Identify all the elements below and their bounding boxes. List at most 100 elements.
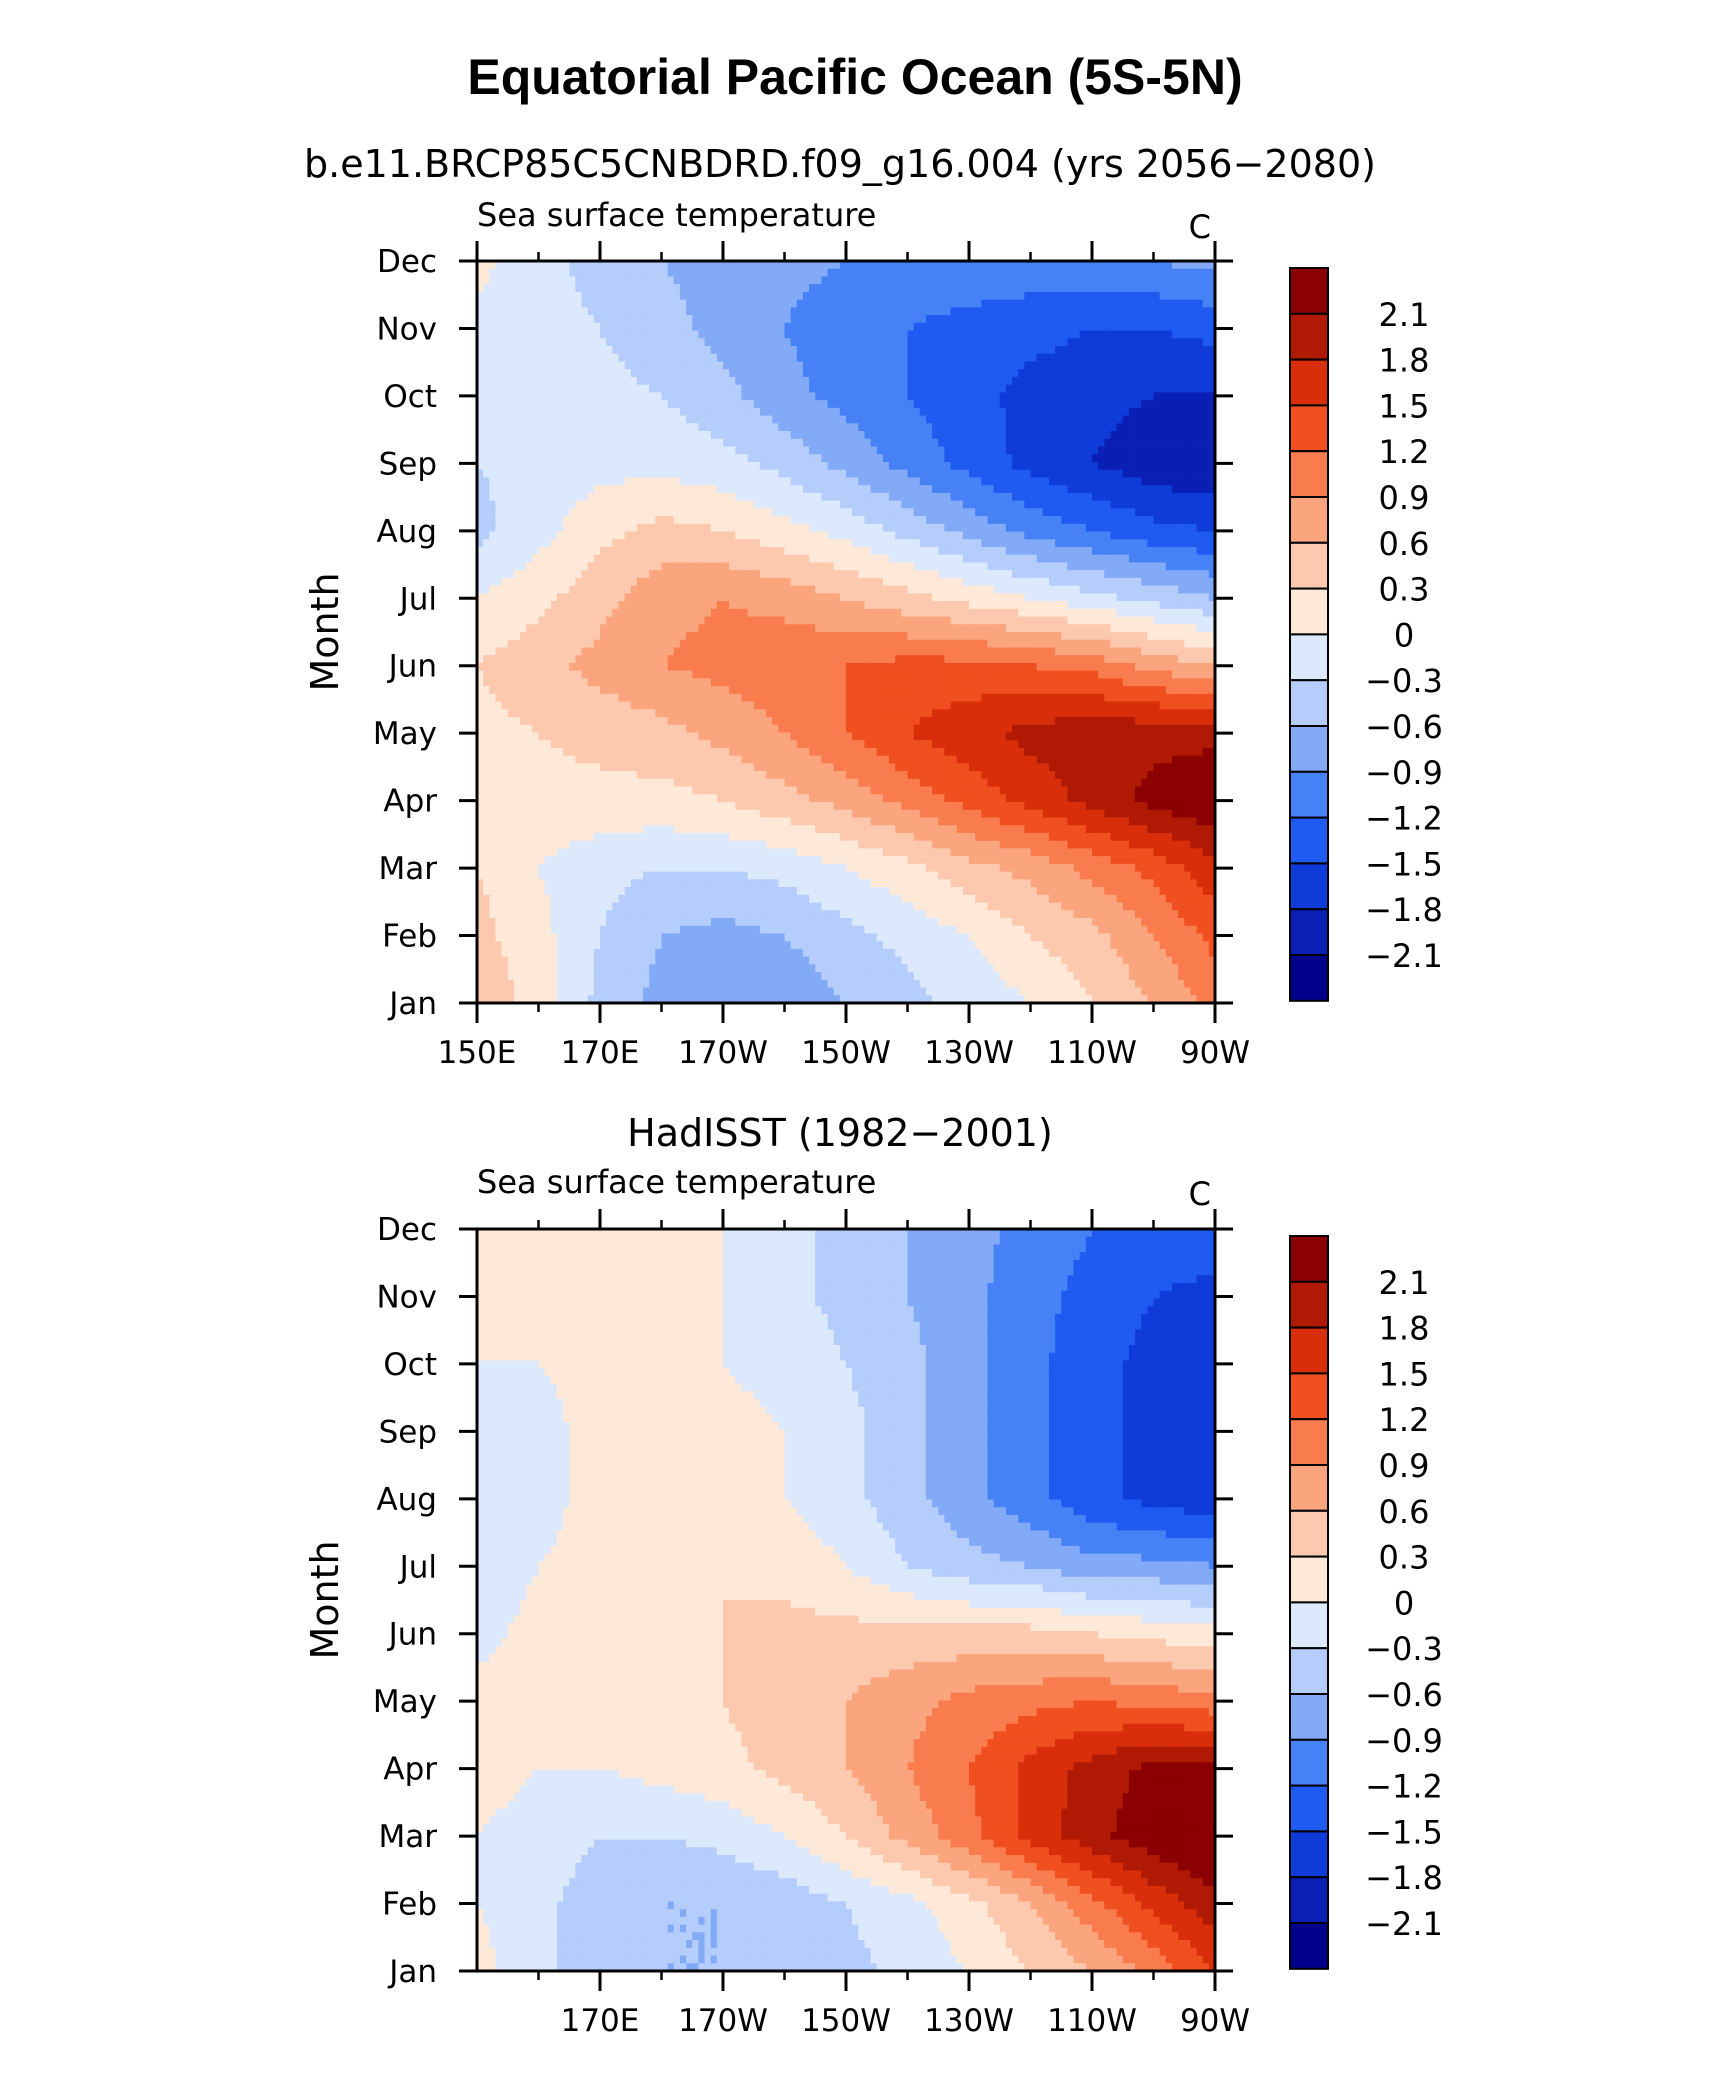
contour-cell <box>870 353 878 363</box>
contour-cell <box>944 570 952 579</box>
contour-cell <box>1159 454 1167 463</box>
contour-cell <box>606 330 613 339</box>
contour-cell <box>477 322 484 332</box>
contour-cell <box>772 415 779 424</box>
contour-cell <box>1159 508 1167 517</box>
contour-cell <box>483 461 490 471</box>
contour-cell <box>532 346 540 355</box>
contour-cell <box>1190 423 1198 432</box>
contour-cell <box>679 423 687 432</box>
contour-cell <box>944 431 952 440</box>
contour-cell <box>544 500 552 509</box>
contour-cell <box>784 276 792 285</box>
contour-cell <box>772 322 779 332</box>
contour-cell <box>778 369 786 378</box>
contour-cell <box>907 299 915 308</box>
contour-cell <box>581 338 589 347</box>
contour-cell <box>612 477 620 486</box>
contour-cell <box>987 523 995 533</box>
contour-cell <box>716 570 724 579</box>
contour-cell <box>852 315 859 324</box>
contour-cell <box>1005 531 1013 540</box>
contour-cell <box>587 477 595 486</box>
contour-cell <box>1208 446 1216 455</box>
contour-cell <box>870 492 878 502</box>
contour-cell <box>1073 461 1081 471</box>
contour-cell <box>759 570 767 579</box>
contour-cell <box>907 492 915 502</box>
contour-cell <box>587 369 595 378</box>
contour-cell <box>1135 523 1142 533</box>
contour-cell <box>643 446 650 455</box>
contour-cell <box>600 315 607 324</box>
contour-cell <box>919 284 927 293</box>
contour-cell <box>975 562 982 571</box>
contour-cell <box>723 531 730 540</box>
contour-cell <box>581 577 589 587</box>
contour-cell <box>606 577 613 587</box>
contour-cell <box>895 384 902 393</box>
contour-cell <box>1208 539 1216 548</box>
contour-cell <box>839 315 847 324</box>
contour-cell <box>846 268 853 278</box>
contour-cell <box>716 423 724 432</box>
contour-cell <box>729 376 736 386</box>
contour-cell <box>987 353 995 363</box>
contour-cell <box>544 268 552 278</box>
contour-cell <box>821 423 829 432</box>
contour-cell <box>802 431 810 440</box>
contour-cell <box>901 477 909 486</box>
contour-cell <box>735 469 743 479</box>
contour-cell <box>839 562 847 571</box>
contour-cell <box>993 531 1001 540</box>
contour-cell <box>1005 384 1013 393</box>
contour-cell <box>741 338 749 347</box>
contour-cell <box>778 570 786 579</box>
contour-cell <box>999 261 1007 270</box>
contour-cell <box>587 338 595 347</box>
contour-cell <box>1128 284 1136 293</box>
contour-cell <box>944 539 952 548</box>
contour-cell <box>1012 384 1019 393</box>
contour-cell <box>655 384 663 393</box>
contour-cell <box>643 369 650 378</box>
contour-cell <box>809 384 816 393</box>
contour-cell <box>741 291 749 301</box>
contour-cell <box>513 268 521 278</box>
contour-cell <box>606 516 613 525</box>
contour-cell <box>698 299 706 308</box>
contour-cell <box>1122 299 1130 308</box>
contour-cell <box>550 338 558 347</box>
contour-cell <box>766 523 773 533</box>
contour-cell <box>692 485 699 494</box>
contour-cell <box>1079 407 1087 417</box>
contour-cell <box>1085 438 1093 448</box>
contour-cell <box>729 353 736 363</box>
contour-cell <box>1171 546 1179 556</box>
contour-cell <box>858 492 866 502</box>
contour-cell <box>1202 523 1210 533</box>
contour-cell <box>698 531 706 540</box>
contour-cell <box>550 299 558 308</box>
contour-cell <box>1104 461 1112 471</box>
contour-cell <box>815 446 822 455</box>
contour-cell <box>495 261 503 270</box>
contour-cell <box>766 353 773 363</box>
contour-cell <box>981 438 989 448</box>
contour-cell <box>636 431 644 440</box>
contour-cell <box>876 516 884 525</box>
contour-cell <box>624 353 632 363</box>
contour-cell <box>1147 330 1155 339</box>
contour-cell <box>513 307 521 316</box>
contour-cell <box>1128 361 1136 370</box>
contour-cell <box>1012 322 1019 332</box>
contour-cell <box>532 315 540 324</box>
contour-cell <box>950 338 958 347</box>
contour-cell <box>1165 562 1173 571</box>
contour-cell <box>938 508 945 517</box>
contour-cell <box>1190 315 1198 324</box>
contour-cell <box>1128 330 1136 339</box>
contour-cell <box>827 516 835 525</box>
contour-cell <box>932 291 939 301</box>
contour-cell <box>981 423 989 432</box>
